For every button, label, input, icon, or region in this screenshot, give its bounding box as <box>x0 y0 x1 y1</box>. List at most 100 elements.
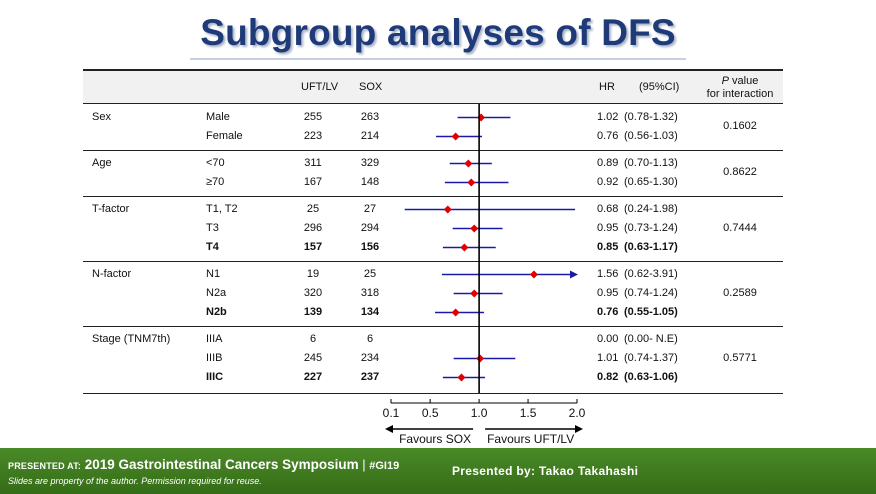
subgroup-label: T4 <box>206 240 219 253</box>
hr-value: 1.02 <box>597 110 619 123</box>
arm-a-count: 157 <box>303 240 323 253</box>
hr-marker <box>529 270 538 279</box>
table-bottom-rule <box>83 393 783 394</box>
arm-b-count: 234 <box>360 351 380 364</box>
ci-value: (0.63-1.06) <box>624 370 678 383</box>
p-interaction: 0.2589 <box>723 286 757 299</box>
ci-value: (0.56-1.03) <box>624 129 678 142</box>
footer-presented-at: PRESENTED AT: <box>8 461 82 471</box>
group-separator-rule <box>83 261 783 262</box>
arm-a-count: 167 <box>303 175 323 188</box>
subgroup-label: N2a <box>206 286 227 299</box>
footer-presenter: Presented by: Takao Takahashi <box>452 464 639 478</box>
arm-a-count: 6 <box>309 332 317 345</box>
group-name: Stage (TNM7th) <box>92 332 171 345</box>
x-tick-label: 0.5 <box>422 406 439 420</box>
hr-marker <box>460 243 469 252</box>
arm-a-count: 296 <box>303 221 323 234</box>
header-ci: (95%CI) <box>639 81 680 93</box>
x-tick-label: 1.5 <box>520 406 537 420</box>
hr-value: 0.00 <box>597 332 619 345</box>
footer-disclaimer: Slides are property of the author. Permi… <box>8 476 262 486</box>
arm-b-count: 148 <box>360 175 380 188</box>
p-interaction: 0.8622 <box>723 166 757 178</box>
ci-value: (0.74-1.24) <box>624 286 678 299</box>
header-p-value: P value <box>700 75 780 87</box>
header-hr: HR <box>599 81 615 93</box>
header-p-rest: value <box>728 75 759 87</box>
ci-value: (0.00- N.E) <box>624 332 678 345</box>
ci-value: (0.24-1.98) <box>624 202 678 215</box>
footer-bar: PRESENTED AT: 2019 Gastrointestinal Canc… <box>0 448 876 494</box>
subgroup-label: N1 <box>206 267 221 280</box>
hr-value: 0.89 <box>597 156 619 169</box>
group-separator-rule <box>83 326 783 327</box>
arm-b-count: 294 <box>360 221 380 234</box>
hr-marker <box>457 373 466 382</box>
hr-marker <box>467 178 476 187</box>
title-underline <box>190 58 686 60</box>
table-header-band <box>83 70 783 103</box>
subgroup-label: T3 <box>206 221 219 234</box>
p-interaction: 0.7444 <box>723 221 757 234</box>
hr-value: 0.82 <box>597 370 619 383</box>
arm-b-count: 134 <box>360 305 380 318</box>
ci-arrow <box>570 270 578 279</box>
hr-marker <box>451 308 460 317</box>
hr-value: 1.56 <box>597 267 619 280</box>
p-interaction: 0.5771 <box>723 351 757 364</box>
arm-b-count: 318 <box>360 286 380 299</box>
x-tick-label: 1.0 <box>471 406 488 420</box>
group-name: Sex <box>92 110 111 123</box>
hr-marker <box>443 205 452 214</box>
ci-value: (0.65-1.30) <box>624 175 678 188</box>
ci-value: (0.70-1.13) <box>624 156 678 169</box>
arm-a-count: 255 <box>303 110 323 123</box>
hr-value: 0.95 <box>597 221 619 234</box>
subgroup-label: <70 <box>206 156 225 169</box>
arm-b-count: 25 <box>363 267 377 280</box>
arm-b-count: 237 <box>360 370 380 383</box>
footer-meeting: 2019 Gastrointestinal Cancers Symposium <box>84 457 359 472</box>
x-tick-label: 0.1 <box>383 406 400 420</box>
ci-value: (0.62-3.91) <box>624 267 678 280</box>
hr-marker <box>464 159 473 168</box>
footer-meeting-line: PRESENTED AT: 2019 Gastrointestinal Canc… <box>8 457 399 472</box>
arm-a-count: 223 <box>303 129 323 142</box>
arm-a-count: 227 <box>303 370 323 383</box>
hr-value: 0.68 <box>597 202 619 215</box>
arm-a-count: 311 <box>304 156 322 169</box>
hr-marker <box>451 132 460 141</box>
hr-value: 0.95 <box>597 286 619 299</box>
p-interaction: 0.1602 <box>723 120 757 132</box>
group-separator-rule <box>83 196 783 197</box>
subgroup-label: N2b <box>206 305 227 318</box>
ci-value: (0.55-1.05) <box>624 305 678 318</box>
header-bottom-rule <box>83 103 783 104</box>
subgroup-label: IIIB <box>206 351 223 364</box>
table-top-rule <box>83 69 783 71</box>
favours-right-arrowhead <box>575 425 583 433</box>
favours-left-label: Favours SOX <box>399 432 471 446</box>
x-tick-label: 2.0 <box>569 406 586 420</box>
favours-right-label: Favours UFT/LV <box>487 432 574 446</box>
footer-separator: | <box>362 457 366 472</box>
arm-b-count: 263 <box>360 110 380 123</box>
arm-a-count: 245 <box>303 351 323 364</box>
ci-value: (0.73-1.24) <box>624 221 678 234</box>
arm-a-count: 139 <box>303 305 323 318</box>
subgroup-label: Female <box>206 129 243 142</box>
group-name: Age <box>92 156 112 169</box>
hr-marker <box>470 289 479 298</box>
footer-hashtag: #GI19 <box>369 460 400 472</box>
subgroup-label: ≥70 <box>206 175 225 188</box>
subgroup-label: Male <box>206 110 230 123</box>
ci-value: (0.74-1.37) <box>624 351 678 364</box>
header-p-italic: P <box>721 75 729 87</box>
arm-a-count: 19 <box>306 267 320 280</box>
hr-value: 1.01 <box>597 351 619 364</box>
arm-b-count: 156 <box>360 240 380 253</box>
hr-value: 0.92 <box>597 175 619 188</box>
arm-b-count: 6 <box>366 332 374 345</box>
subgroup-label: IIIA <box>206 332 223 345</box>
